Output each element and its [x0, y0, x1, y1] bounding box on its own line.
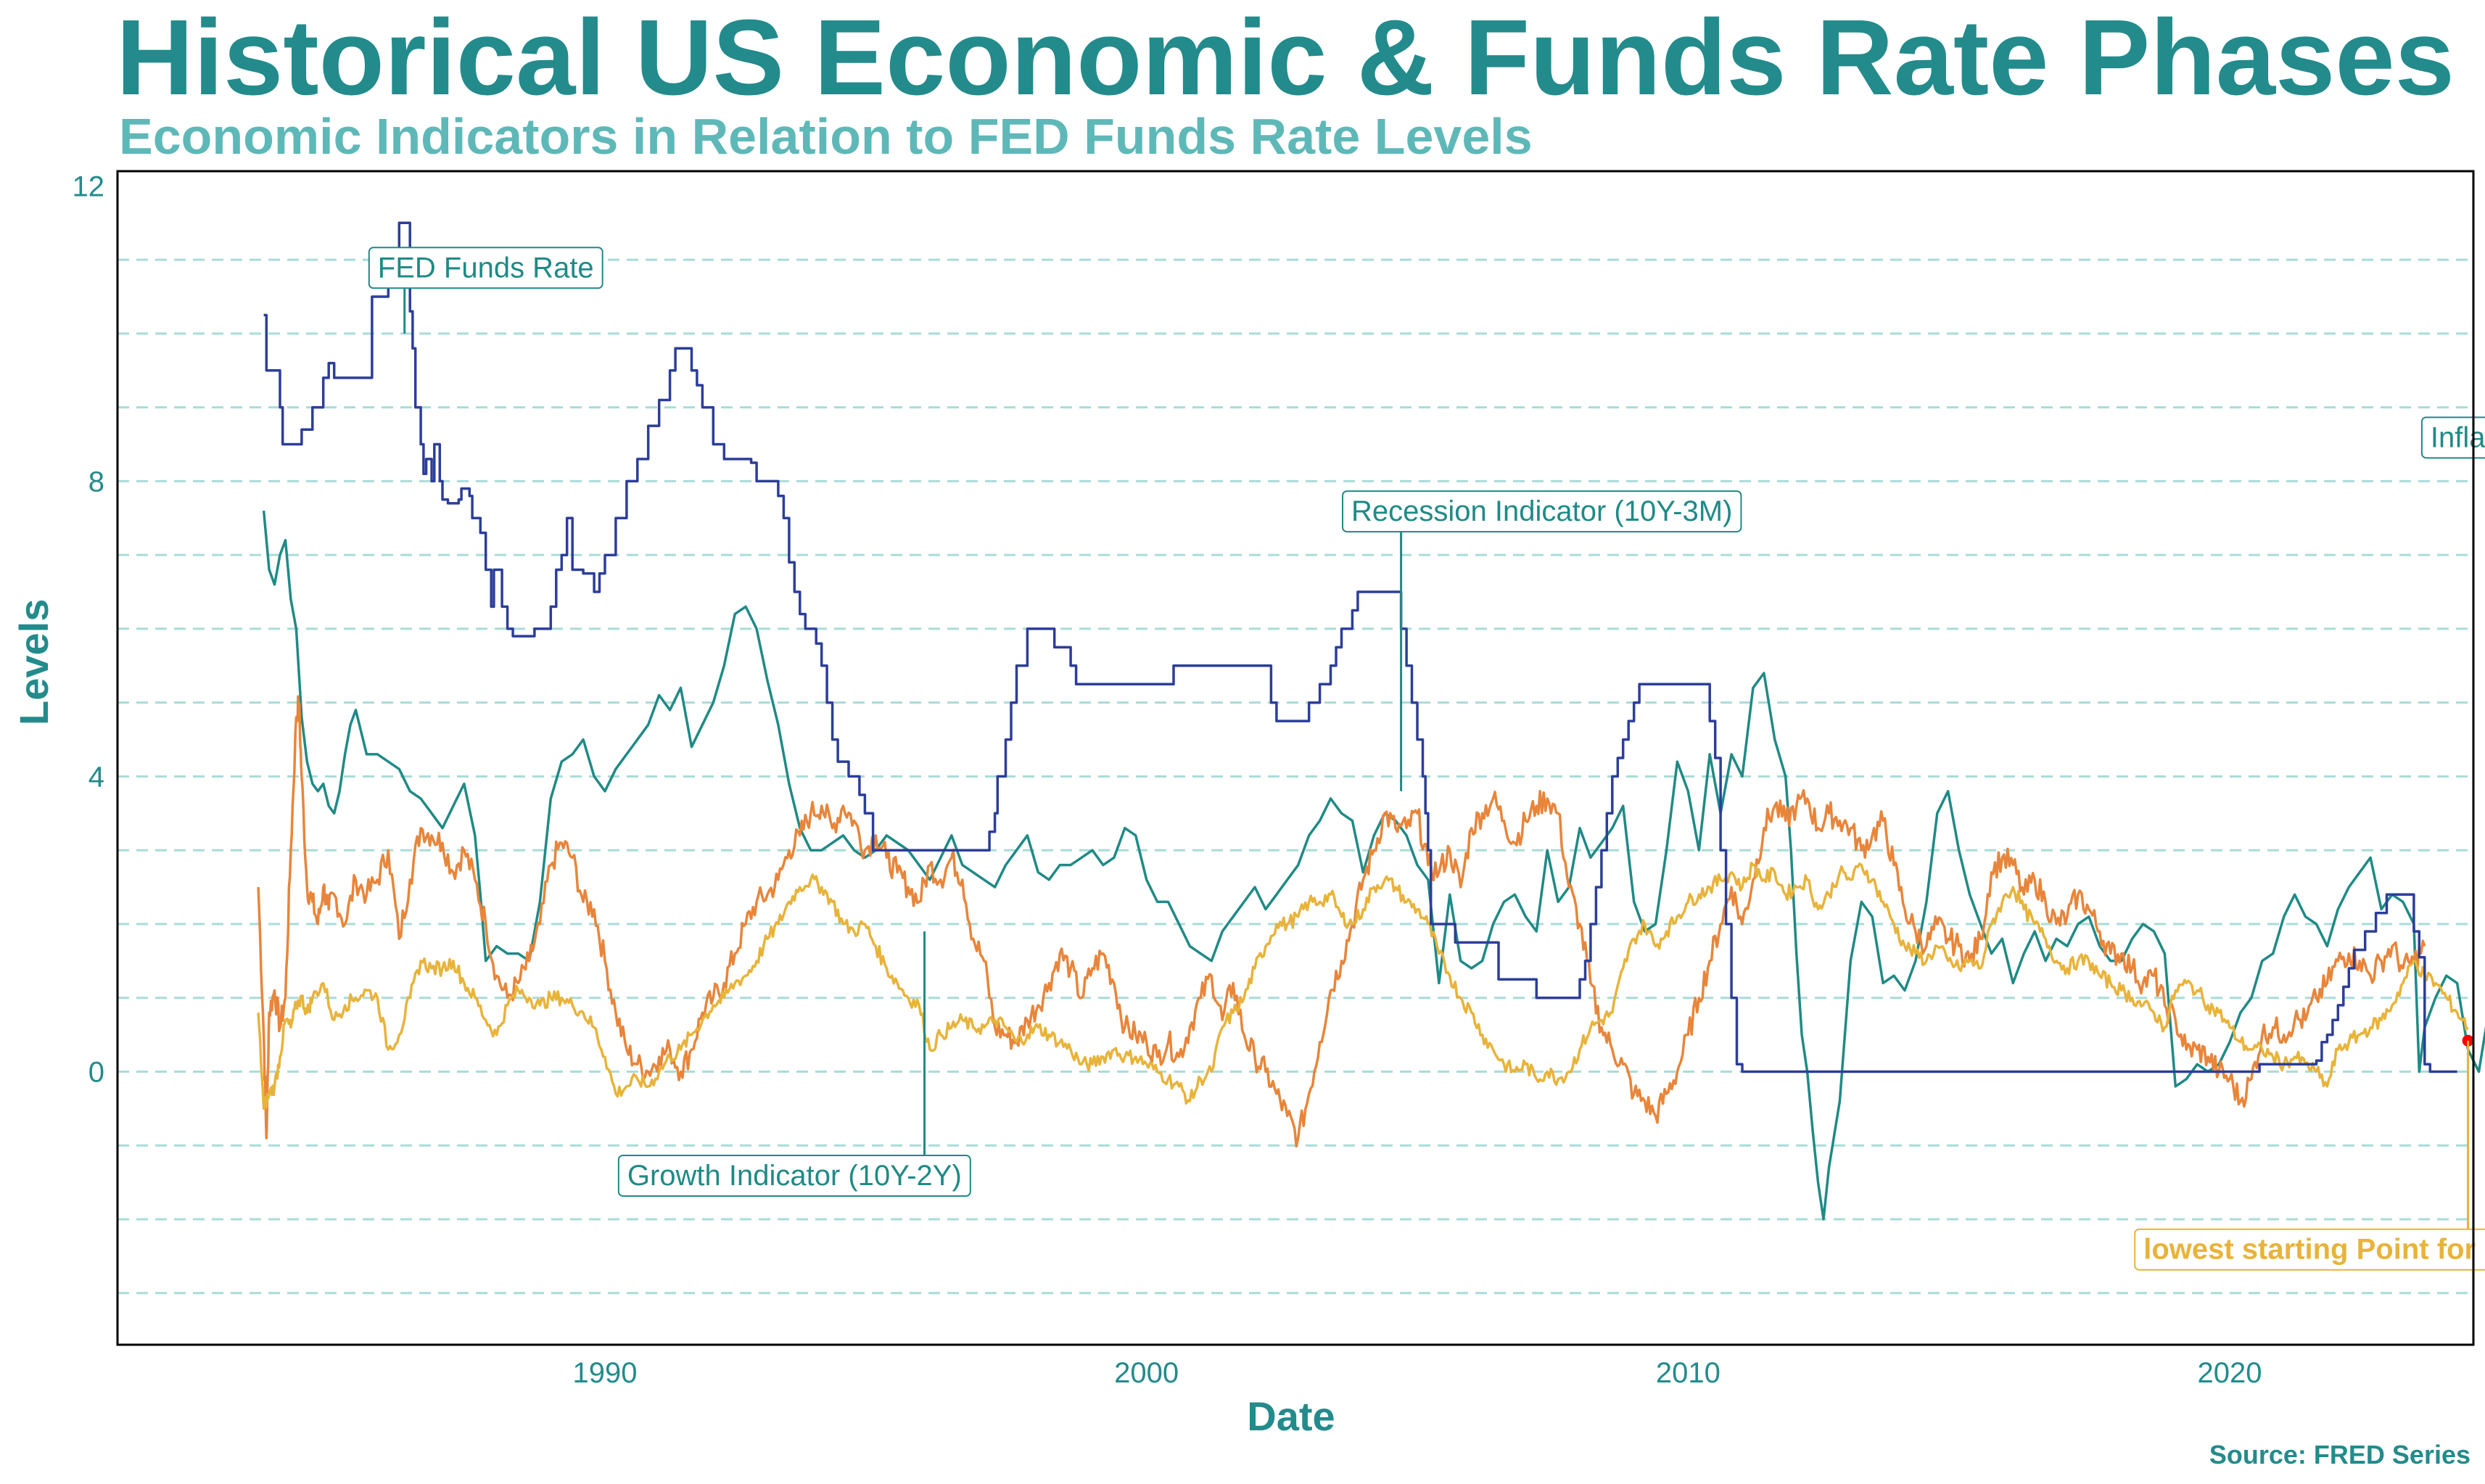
series-lines [257, 221, 2485, 1221]
annotation-label: Growth Indicator (10Y-2Y) [627, 1160, 962, 1192]
annotation-label: lowest starting Point for rate hikes [2143, 1234, 2485, 1266]
annotation: Recession Indicator (10Y-3M) [1342, 490, 1742, 791]
y-tick-label: 12 [73, 170, 105, 202]
annotation: Growth Indicator (10Y-2Y) [617, 931, 971, 1197]
annotation-box [2420, 416, 2485, 459]
annotation-label: Recession Indicator (10Y-3M) [1351, 495, 1732, 527]
y-tick-label: 4 [88, 761, 104, 793]
annotation: lowest starting Point for rate hikes [2134, 1040, 2485, 1271]
source-caption: Source: FRED Series [2209, 1440, 2470, 1469]
axis-ticks: 0 4 8 12 1990 2000 2010 2020 [73, 170, 2262, 1389]
x-tick-label: 1990 [573, 1357, 638, 1389]
series-line [263, 221, 2457, 1073]
annotation-label: FED Funds Rate [378, 252, 594, 284]
y-tick-label: 8 [88, 466, 104, 498]
annotations: FED Funds Rate Recession Indicator (10Y-3… [368, 247, 2485, 1271]
annotation-box [2134, 1228, 2485, 1271]
annotation-box [368, 247, 603, 289]
annotation-label: Inflation Indicator YoY [2431, 421, 2485, 453]
annotation-box [617, 1154, 971, 1197]
chart-subtitle: Economic Indicators in Relation to FED F… [119, 108, 1533, 165]
x-tick-label: 2020 [2198, 1357, 2262, 1389]
series-line [257, 695, 2426, 1148]
y-axis-label: Levels [11, 598, 57, 725]
y-tick-label: 0 [88, 1056, 104, 1088]
series-line [257, 861, 2469, 1110]
annotation: FED Funds Rate [368, 247, 603, 334]
x-tick-label: 2010 [1656, 1357, 1720, 1389]
series-line [262, 510, 2485, 1221]
chart-title: Historical US Economic & Funds Rate Phas… [116, 0, 2455, 118]
x-tick-label: 2000 [1114, 1357, 1179, 1389]
annotation-box [1342, 490, 1742, 533]
annotation: Inflation Indicator YoY [2420, 416, 2485, 459]
plot-border [116, 170, 2475, 1346]
x-axis-label: Date [1247, 1393, 1335, 1439]
